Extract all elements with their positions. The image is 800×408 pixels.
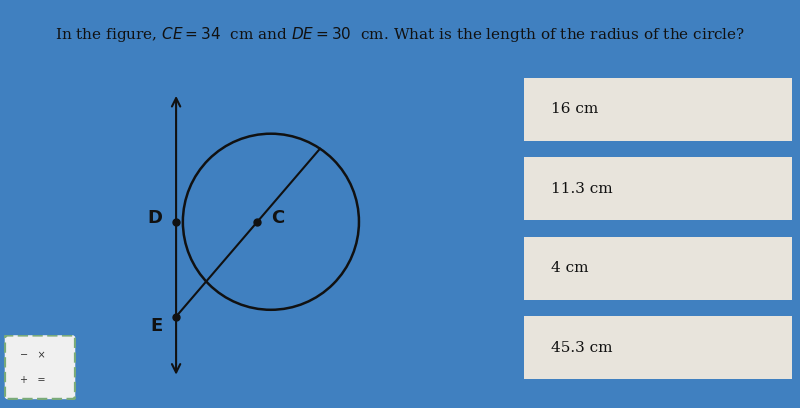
FancyBboxPatch shape	[508, 75, 800, 143]
Text: +   =: + =	[20, 375, 46, 385]
FancyBboxPatch shape	[508, 314, 800, 381]
FancyBboxPatch shape	[508, 155, 800, 222]
Text: C: C	[271, 209, 284, 227]
Text: 11.3 cm: 11.3 cm	[550, 182, 613, 196]
Text: D: D	[147, 209, 162, 227]
Text: 45.3 cm: 45.3 cm	[550, 341, 612, 355]
Text: 16 cm: 16 cm	[550, 102, 598, 116]
FancyBboxPatch shape	[5, 335, 75, 399]
Text: In the figure, $CE = 34$  cm and $DE = 30$  cm. What is the length of the radius: In the figure, $CE = 34$ cm and $DE = 30…	[55, 25, 745, 44]
Text: E: E	[150, 317, 162, 335]
Text: −   ×: − ×	[20, 350, 46, 360]
Text: 4 cm: 4 cm	[550, 261, 588, 275]
FancyBboxPatch shape	[508, 235, 800, 302]
